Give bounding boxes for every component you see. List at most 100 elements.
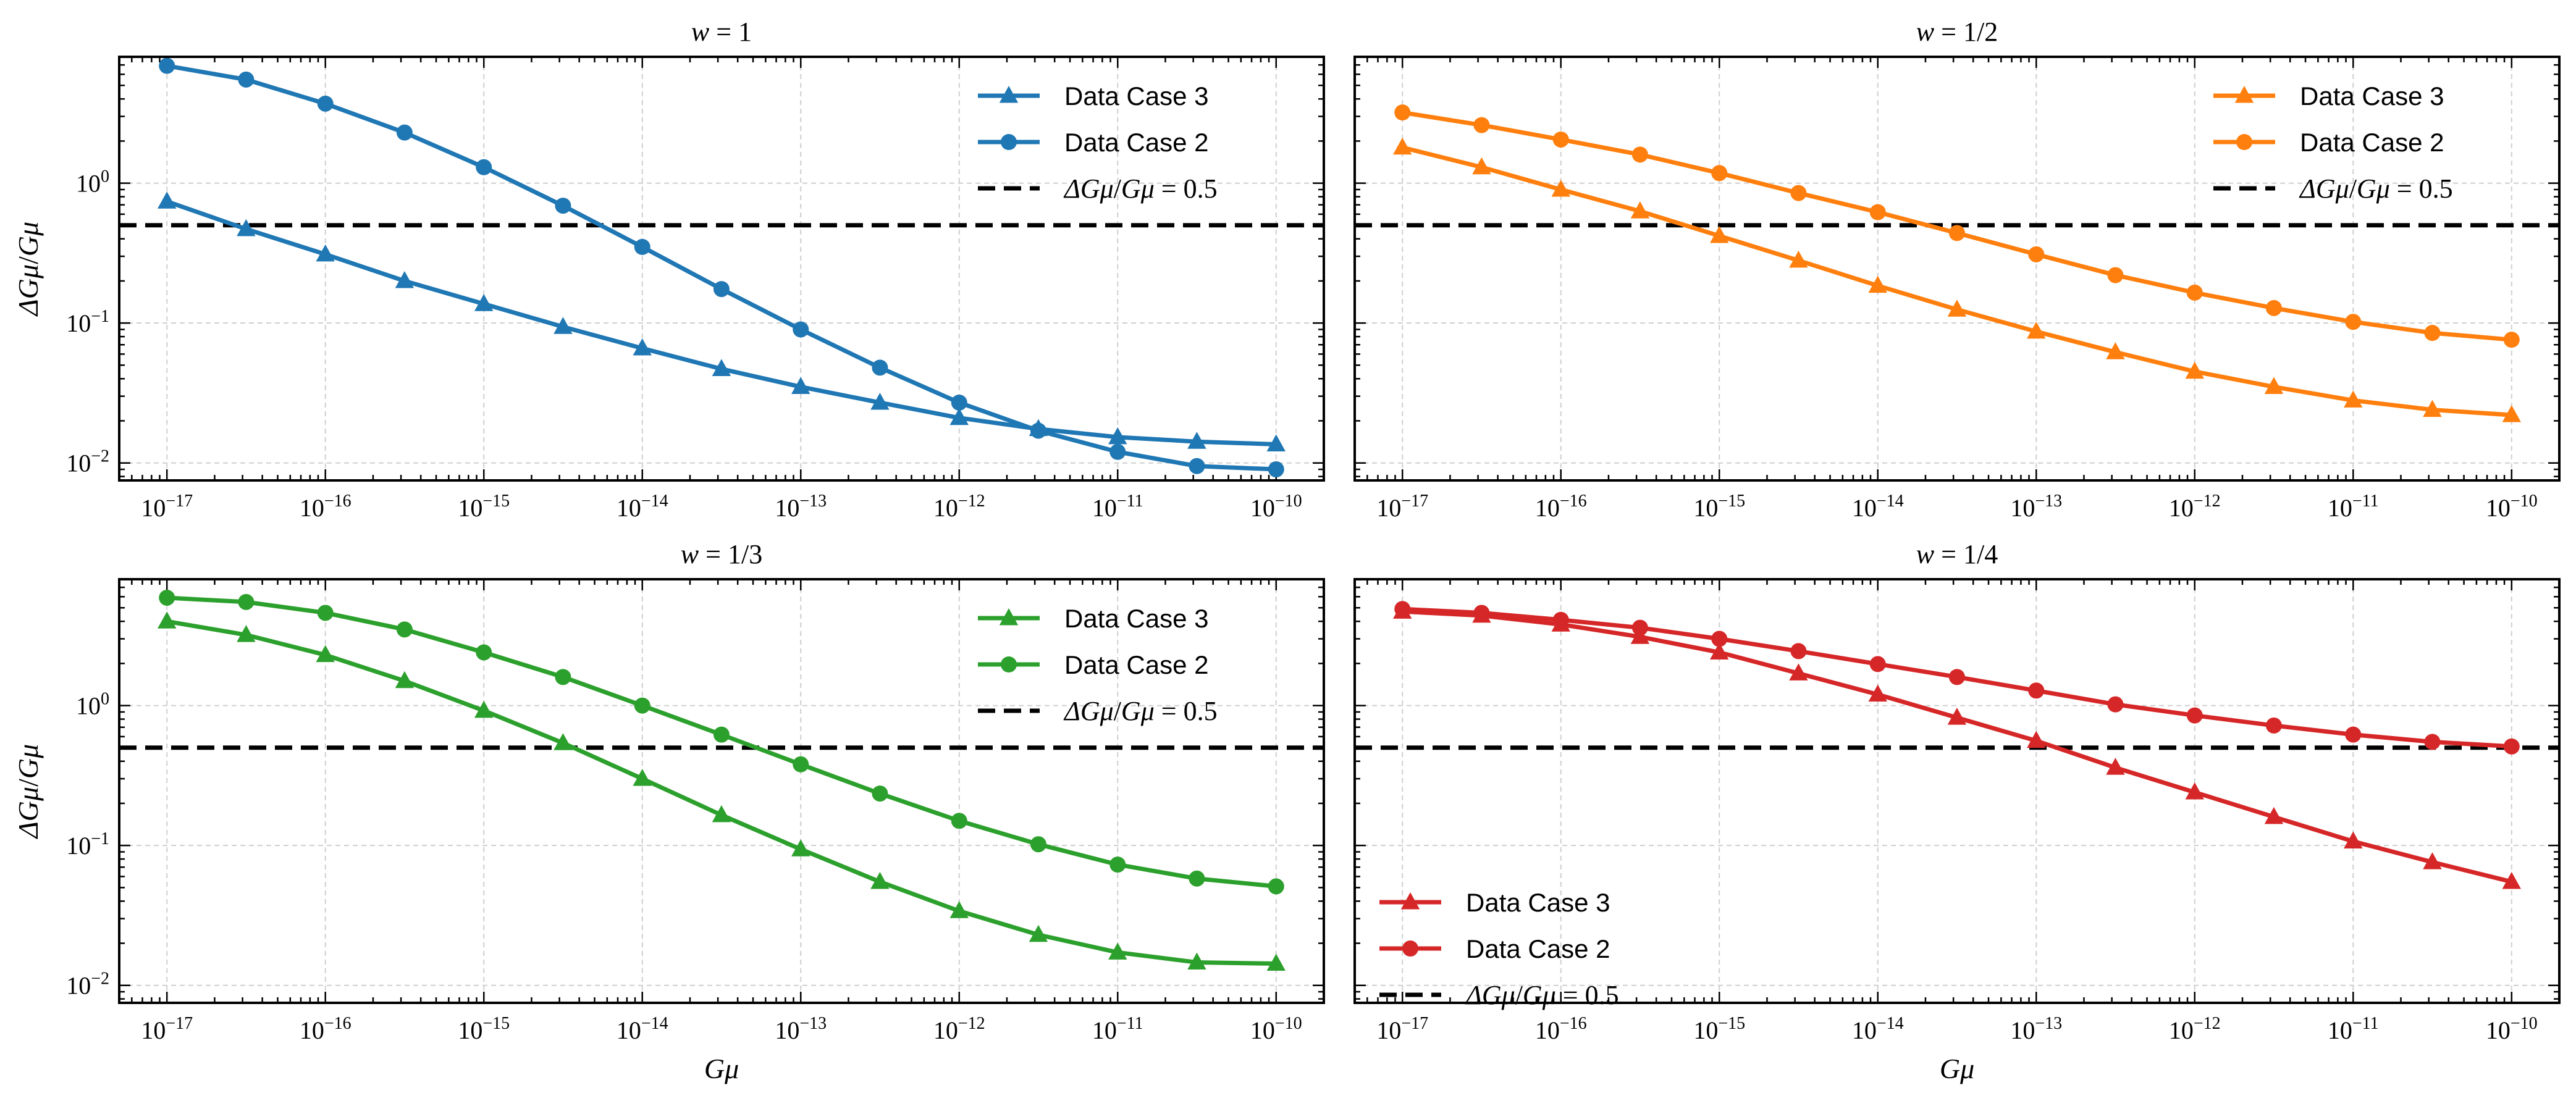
x-tick-label: 10−10 bbox=[1250, 492, 1302, 522]
data-point bbox=[712, 359, 731, 376]
data-point bbox=[1789, 250, 1808, 268]
data-point bbox=[1109, 443, 1126, 460]
data-point bbox=[1947, 708, 1967, 725]
x-tick-label: 10−10 bbox=[1250, 1014, 1302, 1044]
x-tick-label: 10−17 bbox=[1376, 492, 1428, 522]
subplot-title: w = 1 bbox=[691, 17, 752, 47]
data-point bbox=[2265, 299, 2282, 316]
data-point bbox=[1473, 117, 1490, 133]
data-point bbox=[317, 605, 334, 621]
data-point bbox=[951, 394, 967, 411]
data-point bbox=[1266, 434, 1286, 451]
plot-area bbox=[1355, 104, 2559, 422]
data-point bbox=[1030, 422, 1046, 439]
data-point bbox=[2107, 267, 2124, 283]
data-point bbox=[1108, 427, 1127, 445]
legend: Data Case 3 Data Case 2 ΔGμ/Gμ = 0.5 bbox=[978, 82, 1218, 204]
axes-frame bbox=[118, 578, 1325, 1004]
data-point bbox=[2107, 696, 2124, 713]
x-tick-label: 10−10 bbox=[2486, 1014, 2538, 1044]
data-point bbox=[2028, 246, 2045, 262]
data-point bbox=[554, 733, 573, 750]
data-point bbox=[2503, 332, 2520, 348]
data-point bbox=[316, 645, 335, 663]
legend-marker bbox=[1402, 940, 1418, 957]
y-axis-label: ΔGμ/Gμ bbox=[12, 222, 44, 317]
data-point bbox=[2028, 682, 2045, 699]
data-point bbox=[237, 625, 256, 642]
data-point bbox=[1710, 225, 1729, 243]
data-point bbox=[158, 611, 177, 629]
x-tick-label: 10−15 bbox=[1693, 492, 1745, 522]
x-tick-label: 10−11 bbox=[1092, 492, 1143, 522]
data-point bbox=[2345, 726, 2362, 743]
data-point bbox=[951, 813, 967, 829]
x-tick-label: 10−13 bbox=[2010, 492, 2062, 522]
data-point bbox=[793, 756, 809, 773]
x-tick-label: 10−11 bbox=[1092, 1014, 1143, 1044]
data-point bbox=[1868, 684, 1887, 702]
x-tick-label: 10−11 bbox=[2328, 1014, 2379, 1044]
data-point bbox=[872, 785, 888, 802]
legend-label: Data Case 3 bbox=[1466, 888, 1610, 917]
legend-marker bbox=[1400, 892, 1420, 910]
y-tick-label: 100 bbox=[76, 690, 109, 720]
data-point bbox=[2027, 321, 2046, 339]
x-tick-label: 10−16 bbox=[1535, 492, 1587, 522]
data-point bbox=[158, 191, 177, 209]
legend-marker bbox=[2234, 86, 2254, 103]
grid bbox=[1355, 579, 2559, 1003]
data-point bbox=[713, 281, 730, 298]
data-point bbox=[2502, 871, 2521, 889]
data-point bbox=[159, 57, 175, 74]
data-point bbox=[2503, 738, 2520, 755]
legend-label: Data Case 3 bbox=[1064, 82, 1208, 111]
legend-label: Data Case 2 bbox=[2300, 128, 2444, 157]
legend-label: Data Case 2 bbox=[1064, 650, 1208, 679]
data-point bbox=[1551, 179, 1570, 197]
data-point bbox=[713, 726, 730, 743]
series-case-2 bbox=[1394, 104, 2520, 348]
data-point bbox=[2264, 377, 2284, 394]
data-point bbox=[1552, 131, 1569, 148]
axes-frame bbox=[1353, 56, 2561, 482]
legend: Data Case 3 Data Case 2 ΔGμ/Gμ = 0.5 bbox=[1379, 888, 1619, 1010]
subplots: 10−17 10−16 10−15 10−14 10−13 10−12 10−11 10−10… bbox=[12, 17, 2561, 1084]
data-point bbox=[238, 593, 255, 610]
legend-marker bbox=[999, 608, 1019, 626]
data-point bbox=[395, 671, 415, 689]
data-point bbox=[396, 124, 413, 141]
data-point bbox=[2345, 314, 2362, 330]
data-point bbox=[237, 219, 256, 237]
subplot-title: w = 1/4 bbox=[1916, 539, 1998, 569]
data-point bbox=[791, 839, 810, 856]
subplot-title: w = 1/3 bbox=[681, 539, 762, 569]
y-tick-label: 10−1 bbox=[66, 829, 109, 860]
data-point bbox=[1711, 165, 1728, 182]
data-point bbox=[396, 621, 413, 638]
data-point bbox=[949, 408, 969, 425]
data-point bbox=[2027, 731, 2046, 748]
data-point bbox=[1268, 878, 1284, 895]
legend-label: ΔGμ/Gμ = 0.5 bbox=[2299, 174, 2453, 204]
plot-area bbox=[1355, 601, 2559, 889]
x-tick-label: 10−15 bbox=[1693, 1014, 1745, 1044]
legend-label: ΔGμ/Gμ = 0.5 bbox=[1063, 174, 1218, 204]
data-point bbox=[1187, 432, 1206, 449]
data-point bbox=[2106, 758, 2125, 775]
data-point bbox=[1189, 458, 1205, 474]
data-point bbox=[712, 805, 731, 823]
y-tick-label: 10−2 bbox=[66, 969, 109, 1000]
data-point bbox=[2265, 717, 2282, 734]
x-tick-label: 10−13 bbox=[775, 492, 827, 522]
data-point bbox=[633, 338, 652, 356]
subplot-4: 10−17 10−16 10−15 10−14 10−13 10−12 10−11 10−10… bbox=[1353, 539, 2561, 1084]
data-point bbox=[317, 95, 334, 112]
series-case-3 bbox=[1393, 137, 2521, 422]
data-point bbox=[1472, 157, 1491, 175]
y-tick-label: 10−1 bbox=[66, 307, 109, 337]
x-tick-label: 10−12 bbox=[933, 1014, 985, 1044]
grid bbox=[119, 57, 1324, 480]
series-case-2 bbox=[159, 589, 1284, 895]
